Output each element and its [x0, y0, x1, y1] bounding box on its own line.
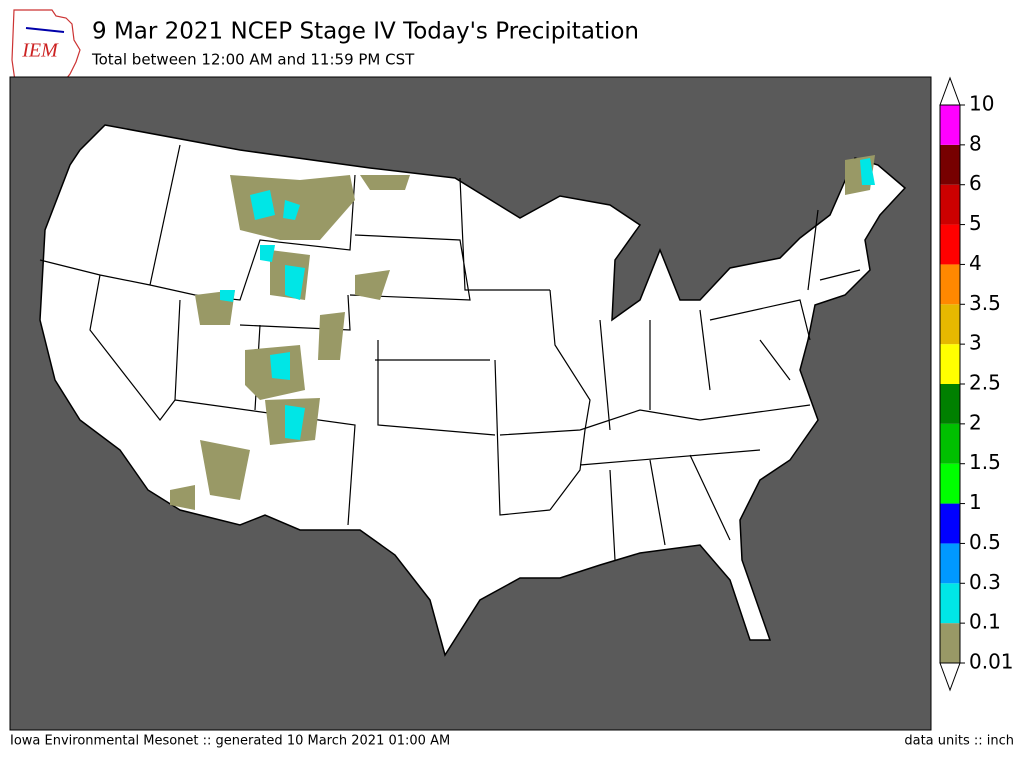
- map: [9, 76, 932, 731]
- colorbar-label: 0.01: [969, 650, 1014, 674]
- colorbar-label: 5: [969, 211, 982, 235]
- footer-left: Iowa Environmental Mesonet :: generated …: [10, 734, 450, 749]
- colorbar-arrow-bottom: [939, 662, 961, 692]
- colorbar-label: 10: [969, 92, 994, 116]
- colorbar-segment: [940, 543, 960, 584]
- colorbar-label: 4: [969, 251, 982, 275]
- colorbar-segment: [940, 503, 960, 544]
- colorbar-segment: [940, 144, 960, 185]
- colorbar-segment: [940, 583, 960, 624]
- colorbar-label: 0.3: [969, 570, 1001, 594]
- colorbar-label: 3.5: [969, 291, 1001, 315]
- title: 9 Mar 2021 NCEP Stage IV Today's Precipi…: [92, 19, 639, 45]
- colorbar-label: 0.5: [969, 530, 1001, 554]
- colorbar-label: 1: [969, 490, 982, 514]
- colorbar-segment: [940, 384, 960, 424]
- logo-line: [25, 27, 65, 33]
- colorbar-label: 8: [969, 131, 982, 155]
- colorbar-segment: [940, 105, 960, 145]
- subtitle: Total between 12:00 AM and 11:59 PM CST: [91, 51, 415, 69]
- colorbar: 0.01 0.1 0.3 0.5 1 1.5 2 2.5 3 3.5 4 5 6 8 10: [939, 76, 1014, 692]
- colorbar-label: 2.5: [969, 371, 1001, 395]
- colorbar-label: 2: [969, 410, 982, 434]
- colorbar-segment: [940, 184, 960, 225]
- logo: IEM: [11, 9, 81, 89]
- colorbar-segment: [940, 224, 960, 265]
- precip-areas: [170, 155, 875, 510]
- colorbar-segment: [940, 463, 960, 504]
- colorbar-label: 6: [969, 171, 982, 195]
- colorbar-label: 3: [969, 331, 982, 355]
- colorbar-segment: [940, 264, 960, 305]
- logo-text: IEM: [21, 40, 59, 62]
- us-outline: [39, 124, 907, 657]
- colorbar-arrow-top: [939, 76, 961, 106]
- colorbar-label: 1.5: [969, 450, 1001, 474]
- footer-right: data units :: inch: [904, 734, 1014, 749]
- colorbar-segment: [940, 304, 960, 345]
- colorbar-segment: [940, 423, 960, 464]
- colorbar-segment: [940, 344, 960, 384]
- precip-heavy: [220, 158, 875, 440]
- colorbar-label: 0.1: [969, 610, 1001, 634]
- colorbar-segment: [940, 623, 960, 663]
